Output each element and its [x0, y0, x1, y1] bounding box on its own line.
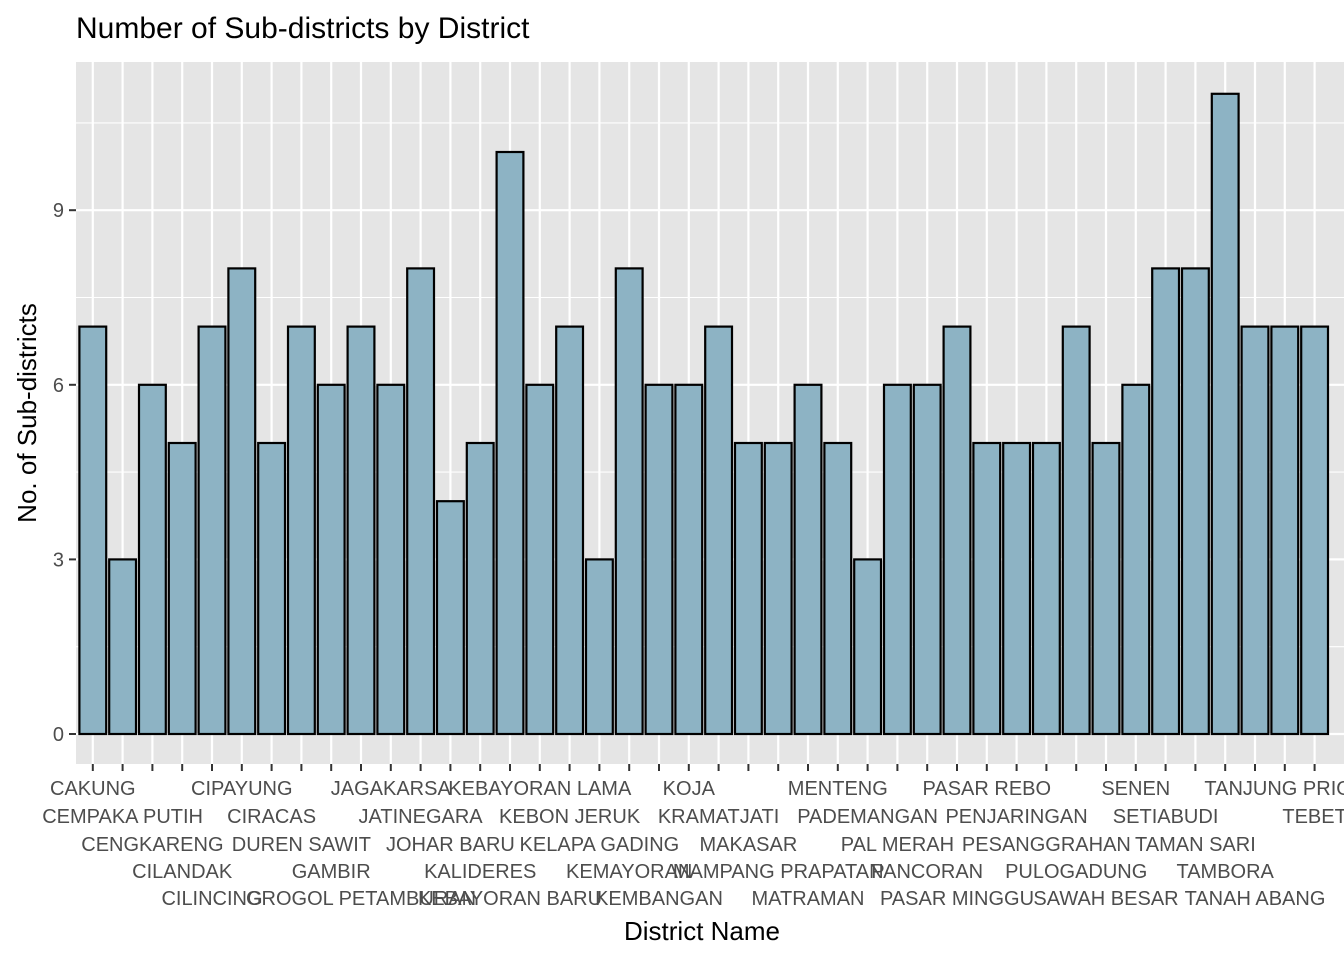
bar: [584, 558, 614, 736]
y-axis-title: No. of Sub-districts: [12, 303, 42, 523]
bar: [1061, 325, 1091, 736]
bar: [197, 325, 227, 736]
bar: [912, 383, 942, 736]
y-tick-label: 9: [53, 200, 64, 222]
x-tick-label: TANAH ABANG: [1185, 888, 1326, 910]
x-tick-label: MAKASAR: [699, 834, 797, 856]
x-tick-label: JAGAKARSA: [331, 778, 452, 800]
bar: [376, 383, 406, 736]
x-tick-label: KALIDERES: [424, 861, 536, 883]
bar: [644, 383, 674, 736]
x-tick-label: KRAMATJATI: [658, 806, 779, 828]
x-tick-label: KEMAYORAN: [566, 861, 692, 883]
x-tick-label: MAMPANG PRAPATAN: [673, 861, 884, 883]
bar: [1151, 267, 1181, 736]
bar: [406, 267, 436, 736]
x-tick-label: GROGOL PETAMBURAN: [246, 888, 476, 910]
x-tick-label: PASAR MINGGU: [880, 888, 1034, 910]
bar: [167, 441, 197, 736]
x-tick-label: SAWAH BESAR: [1033, 888, 1178, 910]
bar: [495, 150, 525, 736]
bar: [1031, 441, 1061, 736]
x-tick-label: CEMPAKA PUTIH: [42, 806, 203, 828]
x-tick-label: JATINEGARA: [359, 806, 484, 828]
bar: [763, 441, 793, 736]
x-tick-label: CILINCING: [161, 888, 262, 910]
y-tick-label: 6: [53, 375, 64, 397]
bar: [316, 383, 346, 736]
bar: [1091, 441, 1121, 736]
bar: [346, 325, 376, 736]
bar: [1121, 383, 1151, 736]
x-tick-label: KEMBANGAN: [595, 888, 723, 910]
x-tick-label: CIRACAS: [227, 806, 316, 828]
x-tick-label: TANJUNG PRIOK: [1204, 778, 1344, 800]
x-tick-label: DUREN SAWIT: [232, 834, 371, 856]
x-tick-label: SETIABUDI: [1113, 806, 1219, 828]
bar: [555, 325, 585, 736]
bar: [137, 383, 167, 736]
bar: [853, 558, 883, 736]
bar: [823, 441, 853, 736]
bar: [1240, 325, 1270, 736]
bar: [972, 441, 1002, 736]
x-tick-label: PENJARINGAN: [945, 806, 1087, 828]
x-tick-label: KOJA: [663, 778, 716, 800]
bars: [78, 92, 1330, 736]
bar: [733, 441, 763, 736]
bar: [793, 383, 823, 736]
y-tick-label: 0: [53, 724, 64, 746]
bar: [227, 267, 257, 736]
bar: [704, 325, 734, 736]
x-tick-label: PESANGGRAHAN: [962, 834, 1131, 856]
bar: [1270, 325, 1300, 736]
x-tick-label: TEBET: [1282, 806, 1344, 828]
bar: [1300, 325, 1330, 736]
bar: [257, 441, 287, 736]
x-tick-label: PANCORAN: [871, 861, 983, 883]
bar: [1210, 92, 1240, 736]
x-tick-label: TAMBORA: [1176, 861, 1274, 883]
bar: [286, 325, 316, 736]
bar: [525, 383, 555, 736]
bar: [435, 500, 465, 736]
bar: [614, 267, 644, 736]
x-tick-label: CIPAYUNG: [191, 778, 293, 800]
x-tick-label: PAL MERAH: [841, 834, 954, 856]
x-tick-label: SENEN: [1101, 778, 1170, 800]
x-tick-label: JOHAR BARU: [386, 834, 515, 856]
x-tick-label: MENTENG: [788, 778, 888, 800]
bar: [882, 383, 912, 736]
x-tick-label: MATRAMAN: [752, 888, 865, 910]
x-tick-label: CENGKARENG: [81, 834, 223, 856]
x-tick-label: KEBON JERUK: [499, 806, 641, 828]
x-tick-label: PASAR REBO: [923, 778, 1052, 800]
bar: [78, 325, 108, 736]
x-tick-label: KELAPA GADING: [520, 834, 680, 856]
x-tick-label: CILANDAK: [132, 861, 233, 883]
bar: [465, 441, 495, 736]
axes: 0 3 6 9 CAKUNG CEMPAKA PUTIH CENGKARENG CILANDA…: [42, 200, 1344, 910]
x-tick-label: KEBAYORAN BARU: [418, 888, 602, 910]
y-tick-label: 3: [53, 549, 64, 571]
x-axis-title: District Name: [624, 916, 780, 946]
x-tick-label: PULOGADUNG: [1005, 861, 1147, 883]
bar: [1002, 441, 1032, 736]
bar: [108, 558, 138, 736]
bar: [1180, 267, 1210, 736]
x-tick-label: PADEMANGAN: [797, 806, 938, 828]
bar: [674, 383, 704, 736]
x-tick-label: TAMAN SARI: [1135, 834, 1256, 856]
x-tick-label: GAMBIR: [292, 861, 371, 883]
x-tick-label: KEBAYORAN LAMA: [448, 778, 632, 800]
chart-title: Number of Sub-districts by District: [76, 12, 530, 45]
bar: [942, 325, 972, 736]
x-tick-label: CAKUNG: [50, 778, 136, 800]
